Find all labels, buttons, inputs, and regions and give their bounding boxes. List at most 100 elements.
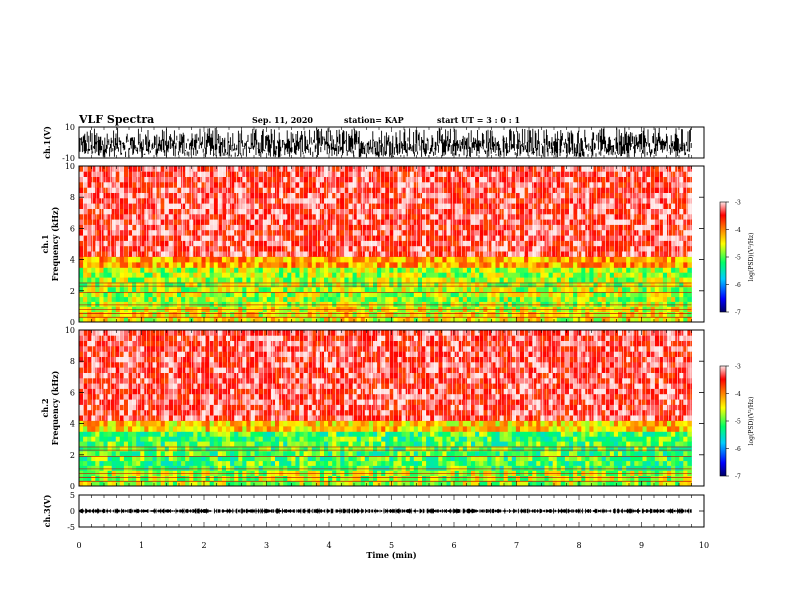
spectrogram-cell: [119, 286, 125, 293]
spectrogram-cell: [160, 261, 166, 268]
spectrogram-cell: [156, 316, 162, 323]
spectrogram-cell: [144, 267, 149, 273]
spectrogram-cell: [291, 296, 296, 302]
spectrogram-cell: [381, 296, 386, 302]
spectrogram-cell: [205, 286, 211, 293]
spectrogram-cell: [654, 291, 660, 298]
spectrogram-cell: [589, 261, 594, 268]
spectrogram-cell: [662, 261, 668, 268]
spectrogram-cell: [544, 286, 549, 293]
spectrogram-cell: [111, 267, 117, 273]
spectrogram-cell: [197, 256, 202, 263]
spectrogram-cell: [87, 455, 92, 462]
spectrogram-cell: [254, 256, 260, 263]
spectrogram-cell: [613, 261, 619, 268]
spectrogram-cell: [475, 256, 480, 263]
spectrogram-cell: [503, 277, 509, 283]
spectrogram-cell: [107, 286, 113, 293]
spectrogram-cell: [573, 272, 578, 278]
spectrogram-cell: [364, 301, 370, 307]
spectrogram-cell: [381, 261, 386, 268]
spectrogram-cell: [128, 272, 133, 278]
spectrogram-cell: [634, 277, 639, 283]
spectrogram-cell: [405, 272, 411, 278]
spectrogram-cell: [413, 286, 419, 293]
spectrogram-cell: [687, 291, 692, 298]
spectrogram-cell: [99, 277, 104, 283]
spectrogram-cell: [466, 316, 472, 323]
spectrogram-cell: [503, 311, 509, 318]
spectrogram-cell: [613, 296, 619, 302]
spectrogram-cell: [381, 277, 386, 283]
spectrogram-cell: [495, 316, 500, 323]
spectrogram-cell: [487, 267, 492, 273]
spectrogram-cell: [401, 272, 407, 278]
spectrogram-cell: [524, 256, 529, 263]
spectrogram-cell: [552, 261, 558, 268]
spectrogram-cell: [99, 286, 104, 293]
spectrogram-cell: [646, 256, 652, 263]
spectrogram-cell: [238, 256, 243, 263]
spectrogram-cell: [524, 301, 529, 307]
spectrogram-cell: [140, 277, 145, 283]
spectrogram-cell: [107, 316, 113, 323]
spectrogram-cell: [458, 301, 464, 307]
spectrogram-cell: [622, 311, 627, 318]
spectrogram-cell: [368, 282, 374, 288]
spectrogram-cell: [275, 296, 280, 302]
spectrogram-cell: [397, 311, 402, 318]
spectrogram-cell: [532, 256, 537, 263]
spectrogram-cell: [340, 301, 345, 307]
spectrogram-cell: [324, 256, 329, 263]
spectrogram-cell: [613, 301, 619, 307]
spectrogram-cell: [128, 261, 133, 268]
spectrogram-cell: [111, 301, 117, 307]
spectrogram-cell: [626, 277, 631, 283]
spectrogram-cell: [662, 301, 668, 307]
spectrogram-cell: [446, 277, 451, 283]
spectrogram-cell: [311, 291, 317, 298]
spectrogram-cell: [307, 301, 313, 307]
spectrogram-cell: [217, 267, 223, 273]
spectrogram-cell: [581, 316, 586, 323]
spectrogram-cell: [683, 267, 688, 273]
spectrogram-cell: [213, 261, 219, 268]
spectrogram-cell: [79, 267, 84, 273]
spectrogram-cell: [405, 296, 411, 302]
spectrogram-cell: [675, 301, 680, 307]
spectrogram-cell: [577, 261, 582, 268]
spectrogram-cell: [450, 282, 456, 288]
spectrogram-cell: [160, 267, 166, 273]
spectrogram-cell: [307, 286, 313, 293]
spectrogram-cell: [454, 267, 460, 273]
spectrogram-cell: [422, 277, 427, 283]
spectrogram-cell: [328, 301, 333, 307]
spectrogram-cell: [667, 286, 672, 293]
spectrogram-cell: [144, 316, 149, 323]
spectrogram-cell: [483, 301, 488, 307]
spectrogram-cell: [499, 311, 505, 318]
spectrogram-cell: [230, 311, 235, 318]
spectrogram-cell: [638, 282, 643, 288]
spectrogram-cell: [119, 291, 125, 298]
spectrogram-cell: [213, 277, 219, 283]
spectrogram-cell: [438, 267, 443, 273]
spectrogram-cell: [193, 272, 198, 278]
spectrogram-cell: [332, 282, 337, 288]
spectrogram-cell: [528, 282, 533, 288]
spectrogram-cell: [356, 316, 362, 323]
spectrogram-cell: [442, 296, 447, 302]
spectrogram-cell: [291, 272, 296, 278]
spectrogram-cell: [344, 286, 349, 293]
spectrogram-cell: [91, 425, 96, 432]
spectrogram-cell: [83, 465, 88, 471]
spectrogram-cell: [103, 282, 108, 288]
spectrogram-cell: [511, 256, 517, 263]
spectrogram-cell: [597, 272, 603, 278]
spectrogram-cell: [368, 291, 374, 298]
spectrogram-cell: [630, 291, 635, 298]
spectrogram-cell: [462, 267, 468, 273]
spectrogram-cell: [87, 301, 92, 307]
spectrogram-cell: [83, 436, 88, 442]
